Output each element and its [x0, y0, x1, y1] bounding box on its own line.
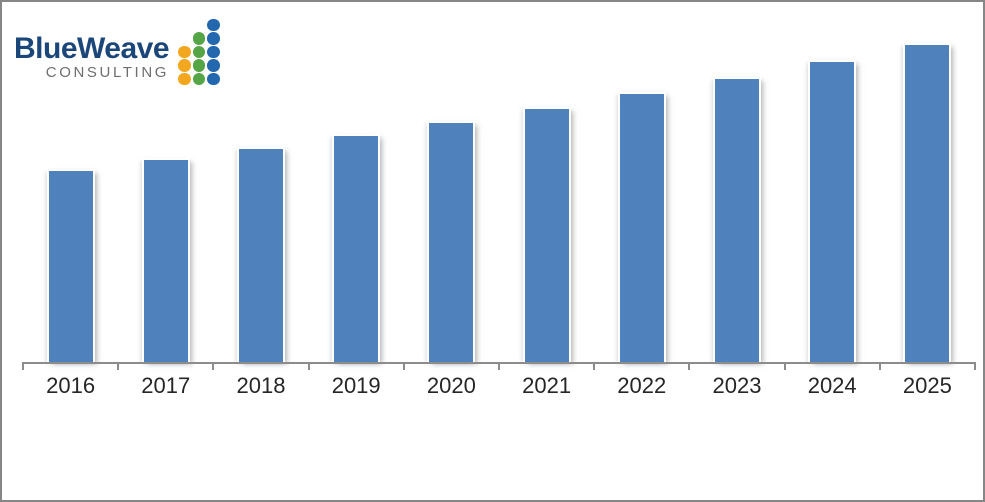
x-axis-tick	[783, 362, 786, 370]
x-axis-tick	[593, 362, 596, 370]
x-axis-label-2025: 2025	[902, 373, 952, 398]
bar-2020	[429, 123, 474, 362]
x-axis-tick	[22, 362, 24, 370]
logo-dot	[207, 18, 220, 31]
logo-dot	[178, 59, 191, 72]
x-axis-tick	[212, 362, 215, 370]
logo-dot	[192, 32, 206, 45]
x-axis-label-2024: 2024	[807, 373, 857, 398]
x-axis-label-2017: 2017	[141, 373, 191, 398]
logo-dots-icon	[177, 18, 221, 86]
logo-dot	[207, 32, 220, 45]
bar-2023	[715, 79, 759, 362]
logo-dot	[207, 59, 220, 72]
logo-brand-text: BlueWeave	[14, 31, 170, 65]
x-axis-label-2016: 2016	[46, 373, 96, 398]
logo-tagline-text: CONSULTING	[45, 64, 170, 81]
bar-2021	[524, 109, 569, 362]
bar-2016	[48, 171, 93, 362]
x-axis-tick	[878, 362, 881, 370]
x-axis-tick	[974, 362, 976, 370]
bar-2018	[239, 149, 283, 362]
logo-dot-green-column	[192, 32, 207, 86]
x-axis-tick	[117, 362, 120, 370]
x-axis-tick	[688, 362, 691, 370]
logo-dot	[207, 45, 220, 58]
x-axis-label-2023: 2023	[712, 373, 762, 398]
bar-2019	[334, 136, 379, 362]
bar-2025	[905, 45, 950, 362]
x-axis-tick	[307, 362, 310, 370]
logo-dot	[192, 59, 206, 72]
x-axis-tick	[498, 362, 500, 370]
x-axis-label-2020: 2020	[426, 373, 476, 398]
logo-dot-blue-column	[206, 18, 221, 86]
x-axis-label-2022: 2022	[617, 373, 667, 398]
logo-dot	[192, 72, 206, 85]
bar-2022	[619, 94, 664, 362]
bar-2017	[143, 160, 188, 362]
logo-dot	[207, 72, 220, 85]
logo-dot-orange-column	[177, 45, 192, 86]
logo-dot	[178, 45, 191, 58]
logo-text: BlueWeave CONSULTING	[14, 31, 170, 82]
x-axis-label-2021: 2021	[522, 373, 572, 398]
logo-dot	[178, 72, 191, 85]
logo-dot	[192, 45, 206, 58]
x-axis-label-2018: 2018	[236, 373, 286, 398]
x-axis-tick	[402, 362, 405, 370]
blueweave-logo: BlueWeave CONSULTING	[14, 18, 221, 86]
bar-2024	[810, 62, 855, 362]
x-axis-label-2019: 2019	[331, 373, 381, 398]
